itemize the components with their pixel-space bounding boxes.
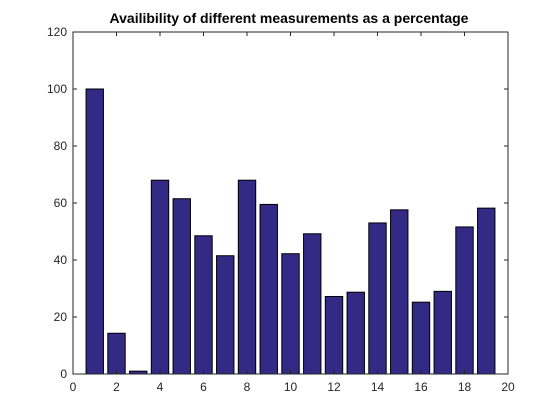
chart-title: Availibility of different measurements a… (110, 10, 469, 26)
bar-19 (477, 207, 496, 375)
y-tick-label-80: 80 (54, 139, 68, 153)
y-tick-label-60: 60 (54, 196, 68, 210)
bars-group (85, 88, 496, 375)
bar-18 (455, 226, 474, 375)
bar-13 (346, 291, 365, 375)
bar-10 (281, 253, 300, 375)
x-tick-label-8: 8 (244, 380, 251, 394)
bar-8 (237, 179, 257, 375)
x-tick-label-0: 0 (70, 380, 77, 394)
bar-2 (107, 332, 126, 375)
bar-7 (216, 255, 235, 375)
y-tick-label-20: 20 (54, 310, 68, 324)
y-tick-label-40: 40 (54, 253, 68, 267)
x-tick-label-12: 12 (327, 380, 341, 394)
x-tick-label-16: 16 (414, 380, 428, 394)
bar-5 (172, 198, 191, 375)
y-tick-label-120: 120 (47, 25, 67, 39)
x-tick-label-20: 20 (501, 380, 515, 394)
bar-17 (433, 290, 452, 375)
x-tick-label-4: 4 (157, 380, 164, 394)
bar-11 (303, 233, 322, 375)
bar-16 (411, 301, 431, 375)
x-tick-label-6: 6 (200, 380, 207, 394)
x-tick-label-2: 2 (113, 380, 120, 394)
bar-4 (150, 179, 170, 375)
bar-12 (324, 295, 344, 375)
bar-1 (85, 88, 104, 375)
x-tick-label-10: 10 (284, 380, 298, 394)
tick-labels-group: 0 2 4 6 8 10 12 14 16 18 20 0 20 40 60 80 100 120 (47, 25, 515, 394)
x-tick-label-14: 14 (371, 380, 385, 394)
bar-9 (259, 203, 278, 375)
axes-box (72, 31, 509, 375)
y-tick-label-0: 0 (60, 367, 67, 381)
y-tick-label-100: 100 (47, 82, 67, 96)
bar-6 (194, 235, 213, 375)
bar-15 (390, 209, 409, 375)
x-tick-label-18: 18 (458, 380, 472, 394)
bar-14 (368, 222, 387, 375)
